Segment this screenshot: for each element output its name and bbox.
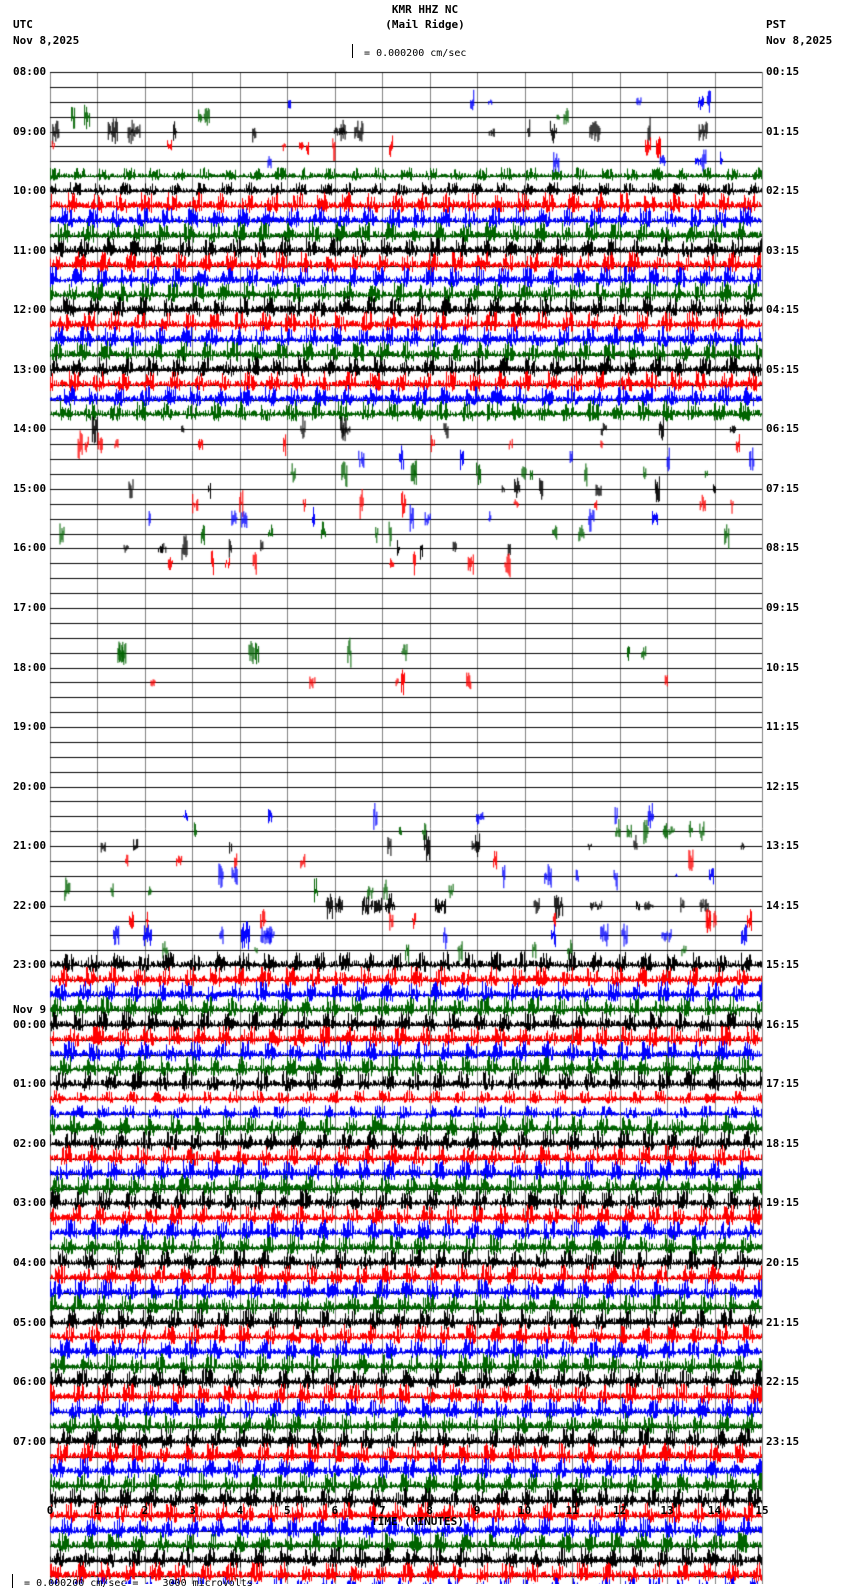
x-tick-label: 1 [94,1504,101,1517]
x-axis-label: TIME (MINUTES) [371,1515,464,1528]
utc-hour-label: 21:00 [13,839,47,853]
utc-hour-label: 08:00 [13,65,47,78]
pst-hour-label: 17:15 [766,1077,800,1091]
pst-hour-label: 03:15 [766,243,800,257]
x-tick-label: 15 [755,1504,769,1517]
pst-hour-label: 11:15 [766,720,800,734]
utc-hour-label: 09:00 [13,124,47,138]
pst-hour-label: 23:15 [766,1434,800,1448]
scale-bar-icon [12,1574,18,1588]
pst-hour-label: 07:15 [766,481,800,495]
x-tick-label: 0 [46,1504,54,1517]
utc-hour-label: 00:00 [13,1017,47,1031]
pst-hour-label: 06:15 [766,422,800,436]
utc-hour-label: 14:00 [13,422,47,436]
x-tick-label: 4 [236,1504,244,1517]
utc-hour-label: 23:00 [13,958,47,972]
pst-hour-label: 02:15 [766,184,800,198]
pst-hour-label: 21:15 [766,1315,800,1329]
utc-hour-label: 15:00 [13,481,47,495]
utc-hour-label: 07:00 [13,1434,47,1448]
x-tick-label: 9 [473,1504,481,1517]
pst-hour-label: 01:15 [766,124,800,138]
utc-hour-label: 06:00 [13,1375,47,1389]
pst-hour-label: 19:15 [766,1196,800,1210]
pst-hour-label: 04:15 [766,303,800,317]
x-tick-label: 6 [331,1504,339,1517]
date-change-label: Nov 9 [13,1002,47,1016]
x-tick-label: 8 [426,1504,434,1517]
utc-hour-label: 10:00 [13,184,47,198]
x-tick-label: 3 [189,1504,196,1517]
x-tick-label: 2 [141,1504,149,1517]
pst-hour-label: 13:15 [766,839,800,853]
utc-hour-label: 16:00 [13,541,47,555]
pst-hour-label: 20:15 [766,1256,800,1269]
utc-hour-label: 13:00 [13,362,47,376]
x-tick-label: 10 [518,1504,532,1517]
utc-hour-label: 04:00 [13,1256,47,1269]
pst-hour-label: 16:15 [766,1017,800,1031]
x-tick-label: 5 [284,1504,291,1517]
pst-hour-label: 00:15 [766,65,800,78]
pst-hour-label: 10:15 [766,660,800,674]
x-tick-label: 12 [612,1504,627,1517]
utc-hour-label: 17:00 [13,600,47,614]
pst-hour-label: 12:15 [766,779,800,793]
scale-legend-bottom: = 0.000200 cm/sec = 3000 microvolts [2,1572,253,1590]
utc-hour-label: 02:00 [13,1136,47,1150]
pst-hour-label: 18:15 [766,1136,800,1150]
pst-hour-label: 15:15 [766,958,800,972]
utc-hour-label: 05:00 [13,1315,47,1329]
x-tick-label: 13 [660,1504,674,1517]
x-tick-label: 11 [565,1504,579,1517]
utc-hour-label: 12:00 [13,303,47,317]
x-tick-label: 7 [378,1504,386,1517]
utc-hour-label: 11:00 [13,243,47,257]
pst-hour-label: 22:15 [766,1375,800,1389]
x-tick-label: 14 [707,1504,722,1517]
pst-hour-label: 14:15 [766,898,800,912]
utc-hour-label: 20:00 [13,779,47,793]
utc-hour-label: 18:00 [13,660,47,674]
utc-hour-label: 01:00 [13,1077,47,1091]
pst-hour-label: 08:15 [766,541,800,555]
pst-hour-label: 09:15 [766,600,800,614]
utc-hour-label: 03:00 [13,1196,47,1210]
pst-hour-label: 05:15 [766,362,800,376]
utc-hour-label: 19:00 [13,720,47,734]
utc-hour-label: 22:00 [13,898,47,912]
